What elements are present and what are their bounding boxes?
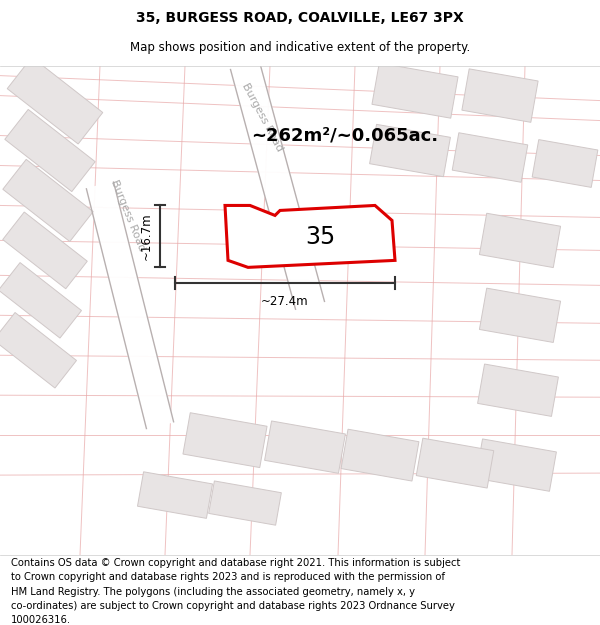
- Polygon shape: [265, 421, 346, 473]
- Text: ~27.4m: ~27.4m: [261, 296, 309, 308]
- Polygon shape: [0, 312, 77, 388]
- Polygon shape: [5, 109, 95, 192]
- Polygon shape: [479, 288, 560, 342]
- Polygon shape: [3, 159, 93, 241]
- Polygon shape: [452, 132, 528, 182]
- Polygon shape: [7, 57, 103, 144]
- Polygon shape: [416, 438, 494, 488]
- Text: 35: 35: [305, 226, 335, 249]
- Polygon shape: [86, 182, 173, 429]
- Text: Contains OS data © Crown copyright and database right 2021. This information is : Contains OS data © Crown copyright and d…: [11, 558, 460, 625]
- Polygon shape: [462, 69, 538, 122]
- Polygon shape: [372, 63, 458, 118]
- Polygon shape: [137, 472, 212, 518]
- Text: ~16.7m: ~16.7m: [140, 213, 153, 260]
- Polygon shape: [183, 412, 267, 468]
- Polygon shape: [532, 139, 598, 188]
- Text: ~262m²/~0.065ac.: ~262m²/~0.065ac.: [251, 126, 439, 144]
- Polygon shape: [341, 429, 419, 481]
- Polygon shape: [0, 262, 82, 338]
- Polygon shape: [479, 213, 560, 268]
- Text: 35, BURGESS ROAD, COALVILLE, LE67 3PX: 35, BURGESS ROAD, COALVILLE, LE67 3PX: [136, 11, 464, 26]
- Polygon shape: [225, 206, 395, 268]
- Text: Burgess Road: Burgess Road: [109, 178, 147, 252]
- Polygon shape: [230, 62, 325, 309]
- Polygon shape: [476, 439, 556, 491]
- Text: Map shows position and indicative extent of the property.: Map shows position and indicative extent…: [130, 41, 470, 54]
- Polygon shape: [370, 124, 451, 177]
- Text: Burgess Road: Burgess Road: [240, 82, 284, 154]
- Polygon shape: [478, 364, 559, 416]
- Polygon shape: [3, 212, 87, 289]
- Polygon shape: [209, 481, 281, 525]
